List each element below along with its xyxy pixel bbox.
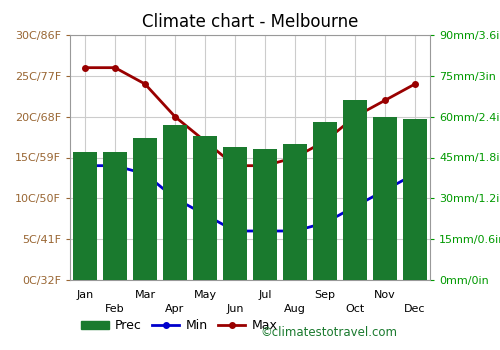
- Text: Sep: Sep: [314, 290, 336, 300]
- Bar: [193, 136, 217, 280]
- Bar: [73, 152, 97, 280]
- Bar: [283, 144, 307, 280]
- Bar: [103, 152, 127, 280]
- Text: Dec: Dec: [404, 304, 426, 315]
- Bar: [163, 125, 187, 280]
- Bar: [133, 139, 157, 280]
- Text: Aug: Aug: [284, 304, 306, 315]
- Bar: [373, 117, 397, 280]
- Text: Oct: Oct: [346, 304, 364, 315]
- Text: Apr: Apr: [166, 304, 184, 315]
- Text: Feb: Feb: [105, 304, 125, 315]
- Text: Jan: Jan: [76, 290, 94, 300]
- Bar: [223, 147, 247, 280]
- Text: Jun: Jun: [226, 304, 244, 315]
- Bar: [403, 119, 427, 280]
- Bar: [253, 149, 277, 280]
- Legend: Prec, Min, Max: Prec, Min, Max: [76, 314, 282, 337]
- Text: Mar: Mar: [134, 290, 156, 300]
- Text: ©climatestotravel.com: ©climatestotravel.com: [260, 326, 397, 339]
- Title: Climate chart - Melbourne: Climate chart - Melbourne: [142, 13, 358, 31]
- Text: Jul: Jul: [258, 290, 272, 300]
- Text: May: May: [194, 290, 216, 300]
- Text: Nov: Nov: [374, 290, 396, 300]
- Bar: [313, 122, 337, 280]
- Bar: [343, 100, 367, 280]
